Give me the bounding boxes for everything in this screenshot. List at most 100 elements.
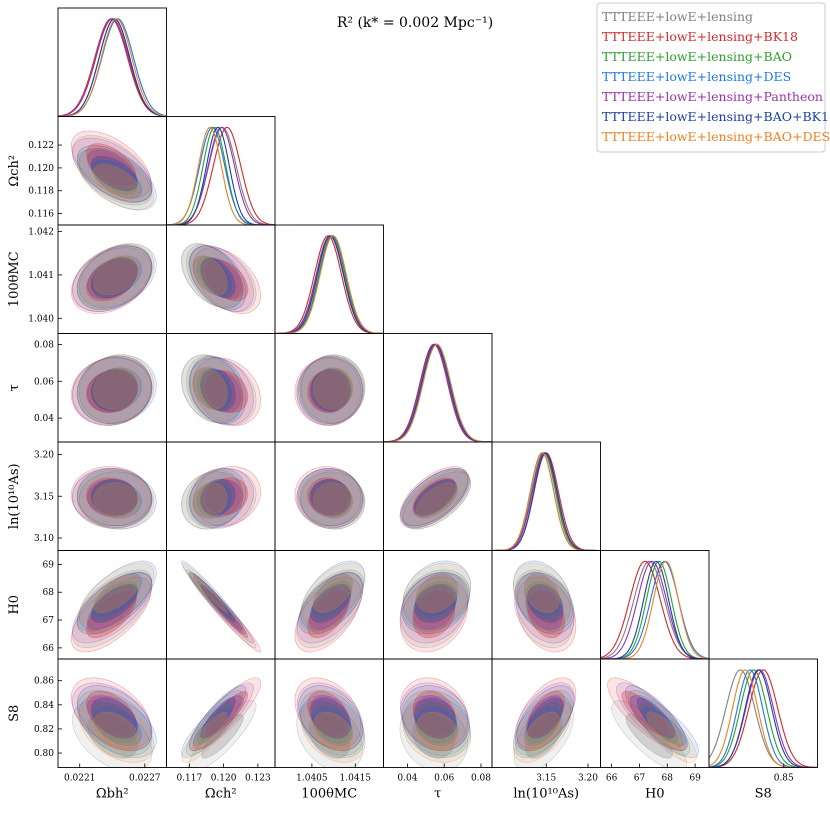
contour-68-omega-c-h-2-tau-series-5	[200, 368, 236, 412]
contour-95-tau-ln-10-10-a-s-series-0	[399, 468, 468, 529]
contour-95-omega-b-h-2-omega-c-h-2-series-4	[72, 137, 153, 203]
contour-95-h-0-s-8-series-5	[625, 685, 688, 751]
contour-95-omega-c-h-2-s-8-series-6	[181, 700, 239, 763]
legend-entry: TTTEEE+lowE+lensing+BAO	[602, 49, 792, 64]
marginal-tau-series-6	[383, 343, 492, 442]
contour-68-tau-s-8-series-6	[415, 711, 459, 751]
contour-68-100-theta-mc-s-8-series-0	[308, 713, 351, 759]
contour-68-omega-b-h-2-omega-c-h-2-series-5	[91, 155, 138, 192]
contour-68-omega-b-h-2-ln-10-10-a-s-series-5	[91, 479, 138, 516]
contour-68-omega-b-h-2-h-0-series-3	[93, 573, 142, 617]
contour-95-omega-b-h-2-s-8-series-2	[76, 690, 152, 756]
contour-95-ln-10-10-a-s-h-0-series-5	[516, 572, 575, 635]
contour-68-omega-b-h-2-omega-c-h-2-series-3	[93, 159, 142, 199]
contour-68-h-0-s-8-series-3	[643, 707, 686, 747]
contour-95-omega-b-h-2-tau-series-1	[71, 357, 152, 426]
contour-95-omega-b-h-2-ln-10-10-a-s-series-4	[72, 468, 153, 528]
legend-box	[596, 2, 826, 153]
contour-68-omega-c-h-2-tau-series-2	[196, 368, 233, 411]
contour-95-omega-b-h-2-100-theta-mc-series-2	[76, 244, 152, 309]
contour-95-omega-b-h-2-omega-c-h-2-series-3	[78, 148, 157, 211]
x-axis-label: ln(10¹⁰As)	[513, 787, 579, 802]
contour-95-omega-c-h-2-h-0-series-2	[186, 569, 243, 632]
y-axis-label: Ωch²	[7, 155, 22, 187]
contour-68-omega-b-h-2-omega-c-h-2-series-0	[87, 147, 138, 191]
contour-95-omega-b-h-2-h-0-series-2	[76, 569, 152, 632]
contour-95-omega-c-h-2-tau-series-1	[193, 357, 261, 426]
contour-95-omega-c-h-2-s-8-series-0	[188, 700, 257, 768]
contour-95-tau-s-8-series-3	[402, 695, 471, 758]
contour-68-omega-c-h-2-s-8-series-1	[205, 691, 249, 736]
contour-68-tau-h-0-series-4	[413, 585, 456, 630]
contour-68-omega-c-h-2-100-theta-mc-series-1	[205, 259, 249, 302]
contour-68-tau-ln-10-10-a-s-series-0	[412, 480, 455, 518]
contour-68-omega-b-h-2-tau-series-2	[91, 368, 138, 411]
panel-omega-c-h-2-vs-100-theta-mc	[166, 224, 276, 334]
contour-68-tau-ln-10-10-a-s-series-6	[415, 482, 459, 519]
x-axis-label: τ	[434, 787, 441, 802]
contour-68-100-theta-mc-ln-10-10-a-s-series-2	[311, 480, 352, 517]
contour-95-tau-h-0-series-2	[401, 569, 470, 632]
contour-68-100-theta-mc-s-8-series-2	[311, 702, 352, 744]
panel-tau-vs-tau	[383, 333, 493, 443]
y-axis-label: H0	[7, 595, 22, 615]
y-tick-label: 1.042	[28, 228, 54, 238]
contour-68-omega-b-h-2-tau-series-1	[86, 370, 137, 413]
contour-95-ln-10-10-a-s-h-0-series-2	[514, 569, 573, 632]
panel-omega-c-h-2-vs-s-8: 0.117 0.120 0.123 Ωch²	[166, 658, 276, 802]
x-tick-label: 0.06	[434, 774, 454, 784]
panel-ln-10-10-a-s-vs-h-0	[491, 550, 601, 660]
contour-68-100-theta-mc-tau-series-5	[310, 368, 351, 412]
contour-95-100-theta-mc-h-0-series-4	[296, 571, 364, 644]
legend-entry: TTTEEE+lowE+lensing+Pantheon	[602, 89, 823, 104]
contour-68-100-theta-mc-s-8-series-3	[312, 707, 353, 747]
contour-68-omega-b-h-2-h-0-series-6	[93, 574, 140, 613]
contour-95-ln-10-10-a-s-s-8-series-5	[516, 685, 575, 751]
marginal-h-0-series-6	[600, 560, 709, 659]
contour-95-100-theta-mc-h-0-series-0	[296, 572, 363, 649]
contour-68-tau-s-8-series-0	[412, 713, 455, 759]
contour-68-h-0-s-8-series-2	[639, 702, 679, 744]
y-tick-label: 66	[43, 644, 55, 654]
y-tick-label: 0.116	[28, 210, 54, 220]
contour-95-omega-b-h-2-100-theta-mc-series-0	[72, 245, 153, 313]
contour-68-omega-c-h-2-h-0-series-0	[201, 586, 244, 634]
contour-95-100-theta-mc-ln-10-10-a-s-series-1	[294, 466, 362, 527]
y-tick-label: 0.08	[34, 341, 54, 351]
contour-95-tau-s-8-series-5	[401, 685, 470, 751]
contour-68-tau-h-0-series-3	[415, 573, 459, 617]
marginal-100-theta-mc-series-4	[275, 235, 384, 334]
legend-entry: TTTEEE+lowE+lensing+BAO+BK18	[602, 109, 830, 124]
marginal-omega-b-h-2-series-2	[58, 18, 167, 117]
contour-95-omega-c-h-2-s-8-series-1	[193, 677, 261, 749]
x-tick-label: 67	[634, 774, 646, 784]
x-axis-label: Ωbh²	[96, 787, 129, 802]
x-axis-label: S8	[755, 787, 772, 802]
contour-68-omega-b-h-2-ln-10-10-a-s-series-6	[93, 482, 140, 519]
contour-68-omega-c-h-2-h-0-series-5	[200, 584, 236, 623]
panel-ln-10-10-a-s-vs-s-8: 3.15 3.20 ln(10¹⁰As)	[491, 658, 601, 802]
marginal-omega-b-h-2-series-5	[58, 18, 167, 117]
contour-95-tau-ln-10-10-a-s-series-5	[401, 468, 470, 526]
contour-68-omega-c-h-2-s-8-series-6	[192, 711, 228, 751]
y-tick-label: 0.82	[34, 725, 54, 735]
contour-68-tau-h-0-series-5	[414, 584, 457, 623]
contour-95-100-theta-mc-ln-10-10-a-s-series-2	[299, 469, 365, 528]
contour-95-omega-c-h-2-s-8-series-2	[186, 690, 243, 756]
marginal-100-theta-mc-series-2	[275, 235, 384, 334]
contour-95-omega-b-h-2-h-0-series-4	[72, 571, 153, 644]
contour-95-omega-b-h-2-omega-c-h-2-series-6	[79, 153, 155, 210]
contour-68-tau-ln-10-10-a-s-series-3	[415, 482, 459, 519]
contour-95-100-theta-mc-ln-10-10-a-s-series-3	[300, 471, 365, 530]
contour-68-omega-c-h-2-h-0-series-4	[201, 585, 242, 630]
panel-omega-c-h-2-vs-omega-c-h-2	[166, 116, 276, 226]
contour-68-omega-b-h-2-tau-series-4	[87, 369, 138, 413]
panel-frame	[166, 116, 276, 226]
contour-68-omega-c-h-2-h-0-series-3	[192, 573, 232, 617]
contour-68-omega-b-h-2-ln-10-10-a-s-series-2	[91, 480, 138, 517]
contour-95-omega-c-h-2-ln-10-10-a-s-series-1	[193, 466, 261, 527]
contour-95-100-theta-mc-s-8-series-4	[296, 682, 364, 752]
contour-95-tau-s-8-series-2	[401, 690, 470, 756]
contour-68-omega-c-h-2-ln-10-10-a-s-series-2	[196, 480, 233, 517]
contour-68-omega-b-h-2-tau-series-0	[87, 370, 138, 414]
